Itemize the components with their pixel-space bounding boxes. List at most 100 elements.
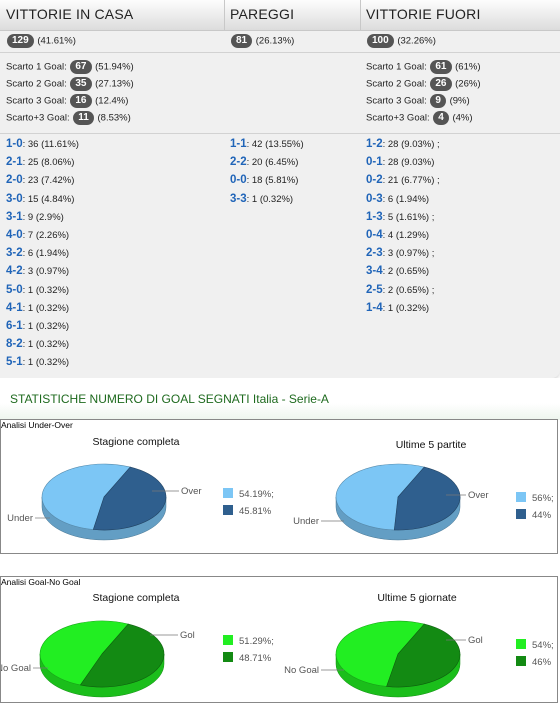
margin-label: Scarto 1 Goal: — [6, 61, 67, 73]
score-label: 1-2 — [366, 138, 383, 150]
legend-swatch-b — [516, 509, 526, 519]
margin-row: Scarto 2 Goal: 26 (26%) — [366, 77, 480, 91]
score-label: 6-1 — [6, 320, 23, 332]
margin-label: Scarto 3 Goal: — [366, 95, 427, 107]
legend-swatch-a — [516, 492, 526, 502]
pie-label-1-a: Under — [293, 516, 319, 527]
score-label: 8-2 — [6, 338, 23, 351]
score-row: 1-3: 5 (1.61%) ; — [366, 211, 434, 223]
score-row: 0-2: 21 (6.77%) ; — [366, 174, 440, 186]
score-value: : 18 (5.81%) — [246, 175, 299, 187]
score-row: 3-4: 2 (0.65%) — [366, 265, 429, 277]
count-badge: 129 — [7, 34, 34, 48]
score-row: 1-2: 28 (9.03%) ; — [366, 138, 440, 150]
score-value: : 36 (11.61%) — [22, 139, 79, 150]
score-value: : 9 (2.9%) — [22, 211, 64, 223]
score-value: : 1 (0.32%) — [22, 339, 70, 351]
score-value: : 42 (13.55%) — [246, 139, 304, 150]
margin-pct: (27.13%) — [95, 78, 134, 90]
score-row: 0-1: 28 (9.03%) — [366, 156, 434, 168]
score-row: 2-0: 23 (7.42%) — [6, 174, 74, 186]
score-value: : 28 (9.03%) ; — [382, 139, 440, 150]
pie-slice-3-a — [335, 620, 425, 687]
legend-value-a: 56%; — [532, 493, 554, 504]
score-label: 4-0 — [6, 229, 23, 241]
score-label: 0-0 — [230, 174, 247, 187]
score-label: 4-1 — [6, 301, 23, 314]
score-value: : 25 (8.06%) — [22, 157, 75, 169]
under-over-charts: Stagione completa Under Over 54.19%; 45.81% U… — [7, 436, 554, 541]
count-badge: 4 — [433, 111, 449, 125]
pie-slice-3-b — [386, 623, 461, 688]
score-value: : 6 (1.94%) — [382, 193, 430, 205]
margin-row: Scarto 2 Goal: 35 (27.13%) — [6, 77, 134, 91]
legend-value-b: 44% — [532, 510, 552, 521]
score-label: 0-4 — [366, 229, 383, 241]
score-row: 5-1: 1 (0.32%) — [6, 356, 69, 368]
score-label: 0-2 — [366, 174, 383, 187]
margin-row: Scarto 3 Goal: 16 (12.4%) — [6, 94, 128, 108]
pie-slice-2-a — [39, 620, 129, 686]
legend-value-b: 48.71% — [239, 653, 272, 664]
score-value: : 1 (0.32%) — [246, 193, 294, 205]
count-badge: 16 — [70, 94, 92, 108]
score-label: 2-5 — [366, 283, 383, 296]
score-row: 1-0: 36 (11.61%) — [6, 138, 79, 150]
score-row: 3-3: 1 (0.32%) — [230, 193, 293, 205]
section-title: STATISTICHE NUMERO DI GOAL SEGNATI Itali… — [10, 392, 329, 406]
legend-value-a: 51.29%; — [239, 636, 274, 647]
margin-label: Scarto+3 Goal: — [366, 112, 430, 124]
count-badge: 61 — [430, 60, 452, 74]
margin-label: Scarto 3 Goal: — [6, 95, 67, 107]
score-value: : 20 (6.45%) — [246, 157, 299, 169]
pie-label-3-b: Gol — [468, 635, 483, 646]
header-home-wins: VITTORIE IN CASA — [6, 6, 134, 22]
margin-label: Scarto 2 Goal: — [6, 78, 67, 90]
score-value: : 28 (9.03%) — [382, 157, 435, 169]
pie-slice-0-b — [92, 466, 167, 531]
score-value: : 2 (0.65%) — [382, 266, 430, 278]
total-pct: (32.26%) — [397, 35, 436, 47]
legend-swatch-b — [223, 505, 233, 515]
score-row: 2-5: 2 (0.65%) ; — [366, 284, 434, 296]
margin-label: Scarto 2 Goal: — [366, 78, 427, 90]
panel-title: Analisi Goal-No Goal — [1, 577, 81, 587]
score-value: : 1 (0.32%) — [382, 302, 430, 314]
score-label: 4-2 — [6, 265, 23, 278]
legend-swatch-b — [223, 652, 233, 662]
score-label: 5-0 — [6, 283, 23, 296]
margin-label: Scarto+3 Goal: — [6, 112, 70, 124]
legend-value-b: 46% — [532, 657, 552, 668]
under-over-panel: Analisi Under-Over Stagione completa Unde… — [0, 419, 558, 554]
legend-swatch-b — [516, 656, 526, 666]
margin-label: Scarto 1 Goal: — [366, 61, 427, 73]
count-badge: 9 — [430, 94, 446, 108]
score-label: 1-4 — [366, 301, 383, 314]
score-label: 5-1 — [6, 356, 23, 369]
count-badge: 26 — [430, 77, 452, 91]
legend-value-a: 54%; — [532, 640, 554, 651]
panel-title: Analisi Under-Over — [1, 420, 73, 430]
total-home: 129 (41.61%) — [6, 34, 76, 48]
legend-value-b: 45.81% — [239, 506, 272, 517]
score-value: : 15 (4.84%) — [22, 193, 75, 205]
score-row: 8-2: 1 (0.32%) — [6, 338, 69, 350]
legend-swatch-a — [516, 639, 526, 649]
score-label: 3-4 — [366, 265, 383, 278]
pie-slice-1-b — [393, 466, 461, 531]
count-badge: 11 — [73, 111, 94, 125]
pie-label-1-b: Over — [468, 490, 489, 501]
chart-title: Ultime 5 partite — [396, 439, 467, 451]
margin-row: Scarto 1 Goal: 61 (61%) — [366, 60, 480, 74]
results-stats-panel: VITTORIE IN CASA PAREGGI VITTORIE FUORI … — [0, 0, 560, 378]
margin-row: Scarto 3 Goal: 9 (9%) — [366, 94, 470, 108]
pie-label-3-a: No Goal — [284, 665, 319, 676]
chart-title: Stagione completa — [93, 592, 180, 604]
score-value: : 2 (0.65%) ; — [382, 284, 435, 296]
score-label: 1-3 — [366, 210, 383, 223]
score-label: 3-3 — [230, 192, 247, 205]
score-row: 2-3: 3 (0.97%) ; — [366, 247, 434, 259]
pie-label-2-a: No Goal — [1, 663, 31, 674]
count-badge: 100 — [367, 34, 394, 48]
score-label: 2-0 — [6, 174, 23, 187]
